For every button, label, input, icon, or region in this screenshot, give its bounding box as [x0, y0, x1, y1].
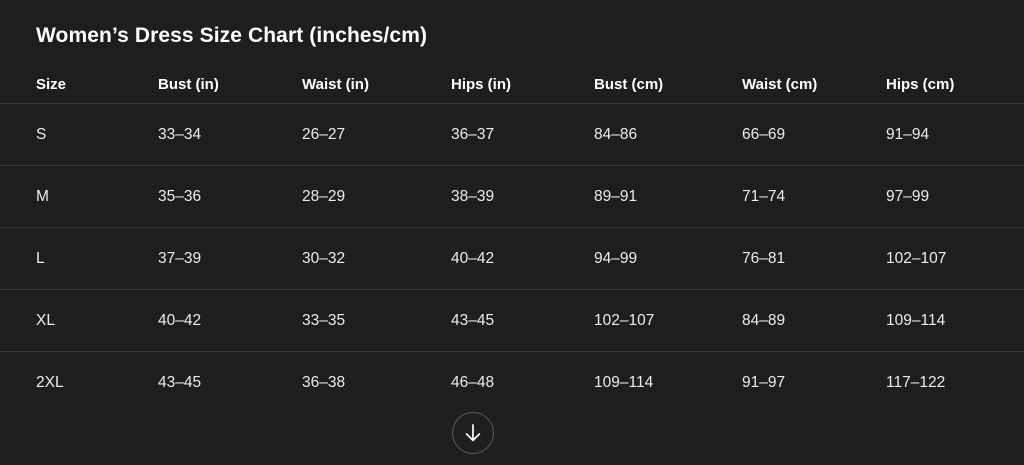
scroll-down-button[interactable]	[452, 412, 494, 454]
column-header-size: Size	[0, 66, 158, 104]
cell-bust-in: 37–39	[158, 227, 302, 290]
cell-waist-in: 26–27	[302, 103, 451, 166]
page-title: Women’s Dress Size Chart (inches/cm)	[36, 24, 428, 47]
cell-hips-in: 38–39	[451, 165, 594, 228]
table-row: 2XL 43–45 36–38 46–48 109–114 91–97 117–…	[0, 352, 1024, 414]
cell-bust-cm: 89–91	[594, 165, 742, 228]
cell-waist-cm: 66–69	[742, 103, 886, 166]
table-header: Size Bust (in) Waist (in) Hips (in) Bust…	[0, 66, 1024, 104]
cell-waist-cm: 71–74	[742, 165, 886, 228]
table-row: L 37–39 30–32 40–42 94–99 76–81 102–107	[0, 227, 1024, 290]
cell-bust-in: 43–45	[158, 373, 202, 391]
cell-waist-cm: 91–97	[742, 373, 786, 391]
cell-bust-cm: 94–99	[594, 227, 742, 290]
cell-size: XL	[0, 289, 158, 352]
cell-hips-in: 40–42	[451, 227, 594, 290]
cell-waist-in: 30–32	[302, 227, 451, 290]
cell-hips-cm: 97–99	[886, 165, 1024, 228]
cell-waist-cm: 76–81	[742, 227, 886, 290]
cell-bust-cm: 109–114	[594, 373, 654, 391]
table-body: S 33–34 26–27 36–37 84–86 66–69 91–94 M …	[0, 103, 1024, 414]
column-header-waist-in: Waist (in)	[302, 66, 451, 104]
cell-bust-in: 33–34	[158, 103, 302, 166]
arrow-down-icon	[463, 421, 483, 445]
cell-waist-cm: 84–89	[742, 289, 886, 352]
size-chart-table: Size Bust (in) Waist (in) Hips (in) Bust…	[0, 66, 1024, 413]
cell-hips-cm: 91–94	[886, 103, 1024, 166]
table-row: S 33–34 26–27 36–37 84–86 66–69 91–94	[0, 103, 1024, 166]
cell-hips-in: 46–48	[451, 373, 495, 391]
cell-hips-cm: 102–107	[886, 227, 1024, 290]
cell-bust-in: 40–42	[158, 289, 302, 352]
cell-size: M	[0, 165, 158, 228]
column-header-hips-in: Hips (in)	[451, 66, 594, 104]
cell-size: S	[0, 103, 158, 166]
table-header-row: Size Bust (in) Waist (in) Hips (in) Bust…	[0, 66, 1024, 104]
cell-hips-cm: 109–114	[886, 289, 1024, 352]
cell-hips-cm: 117–122	[886, 373, 946, 391]
cell-waist-in: 36–38	[302, 373, 346, 391]
column-header-bust-cm: Bust (cm)	[594, 66, 742, 104]
cell-bust-cm: 84–86	[594, 103, 742, 166]
column-header-hips-cm: Hips (cm)	[886, 66, 1024, 104]
cell-size: L	[0, 227, 158, 290]
cell-hips-in: 43–45	[451, 289, 594, 352]
column-header-bust-in: Bust (in)	[158, 66, 302, 104]
cell-size: 2XL	[36, 373, 64, 391]
cell-hips-in: 36–37	[451, 103, 594, 166]
table-row: XL 40–42 33–35 43–45 102–107 84–89 109–1…	[0, 289, 1024, 352]
cell-bust-in: 35–36	[158, 165, 302, 228]
column-header-waist-cm: Waist (cm)	[742, 66, 886, 104]
cell-bust-cm: 102–107	[594, 289, 742, 352]
table-row: M 35–36 28–29 38–39 89–91 71–74 97–99	[0, 165, 1024, 228]
cell-waist-in: 28–29	[302, 165, 451, 228]
cell-waist-in: 33–35	[302, 289, 451, 352]
